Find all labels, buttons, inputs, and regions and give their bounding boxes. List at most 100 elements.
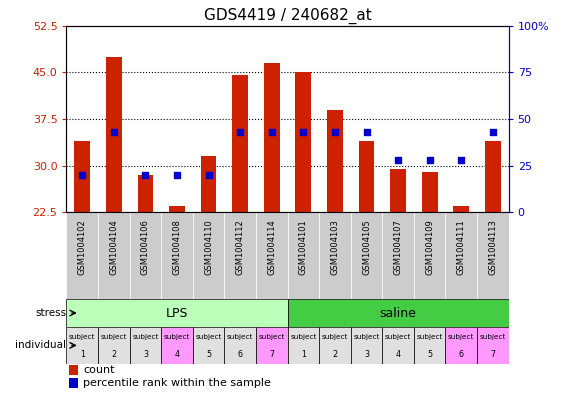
Text: 7: 7 [490,350,495,359]
Bar [232,75,248,212]
Text: subject: subject [195,334,222,340]
Text: saline: saline [380,307,417,320]
Text: stress: stress [35,308,66,318]
Bar [69,378,79,388]
Text: subject: subject [101,334,127,340]
Text: LPS: LPS [166,307,188,320]
Point [109,129,118,135]
Text: subject: subject [258,334,285,340]
FancyBboxPatch shape [351,212,382,299]
Text: GSM1004111: GSM1004111 [457,219,466,275]
FancyBboxPatch shape [287,299,509,327]
Point [488,129,498,135]
Text: GSM1004112: GSM1004112 [236,219,244,275]
Text: GSM1004114: GSM1004114 [267,219,276,275]
Bar [453,206,469,212]
Point [172,172,181,178]
Text: subject: subject [448,334,475,340]
Text: subject: subject [227,334,253,340]
FancyBboxPatch shape [98,212,129,299]
Point [267,129,276,135]
FancyBboxPatch shape [66,212,98,299]
FancyBboxPatch shape [193,212,224,299]
Text: 4: 4 [175,350,180,359]
Text: 3: 3 [143,350,148,359]
Bar [358,141,375,212]
Bar [422,172,438,212]
Text: 1: 1 [80,350,85,359]
Text: 5: 5 [206,350,211,359]
Text: subject: subject [132,334,158,340]
FancyBboxPatch shape [446,327,477,364]
FancyBboxPatch shape [161,327,193,364]
FancyBboxPatch shape [382,327,414,364]
Text: percentile rank within the sample: percentile rank within the sample [83,378,271,388]
Text: count: count [83,365,115,375]
Text: individual: individual [16,340,66,351]
Text: subject: subject [290,334,317,340]
Text: subject: subject [353,334,380,340]
Text: GSM1004104: GSM1004104 [109,219,118,275]
Bar [106,57,122,212]
Text: GSM1004102: GSM1004102 [78,219,87,275]
Bar [264,63,280,212]
Text: subject: subject [480,334,506,340]
Text: 7: 7 [269,350,275,359]
FancyBboxPatch shape [66,327,98,364]
Text: 1: 1 [301,350,306,359]
FancyBboxPatch shape [129,212,161,299]
FancyBboxPatch shape [256,327,287,364]
Point [77,172,87,178]
Text: GSM1004110: GSM1004110 [204,219,213,275]
FancyBboxPatch shape [319,212,351,299]
FancyBboxPatch shape [477,327,509,364]
FancyBboxPatch shape [414,212,446,299]
FancyBboxPatch shape [287,327,319,364]
Text: 3: 3 [364,350,369,359]
FancyBboxPatch shape [224,327,256,364]
Point [141,172,150,178]
FancyBboxPatch shape [382,212,414,299]
FancyBboxPatch shape [256,212,287,299]
Text: GSM1004107: GSM1004107 [394,219,403,275]
Point [425,157,434,163]
Point [362,129,371,135]
Text: 6: 6 [459,350,464,359]
FancyBboxPatch shape [98,327,129,364]
Point [394,157,403,163]
Text: 5: 5 [427,350,432,359]
Text: 4: 4 [395,350,401,359]
FancyBboxPatch shape [414,327,446,364]
Bar [295,72,311,212]
FancyBboxPatch shape [66,299,287,327]
Text: GSM1004109: GSM1004109 [425,219,434,275]
FancyBboxPatch shape [224,212,256,299]
Text: GSM1004101: GSM1004101 [299,219,308,275]
Point [236,129,245,135]
FancyBboxPatch shape [161,212,193,299]
Text: 6: 6 [238,350,243,359]
Bar [169,206,185,212]
Text: 2: 2 [112,350,116,359]
Title: GDS4419 / 240682_at: GDS4419 / 240682_at [203,8,372,24]
Point [457,157,466,163]
Bar [69,365,79,375]
Bar [485,141,501,212]
Bar [138,175,153,212]
Point [299,129,308,135]
Bar [390,169,406,212]
Text: subject: subject [417,334,443,340]
Point [330,129,339,135]
FancyBboxPatch shape [351,327,382,364]
FancyBboxPatch shape [129,327,161,364]
FancyBboxPatch shape [446,212,477,299]
FancyBboxPatch shape [287,212,319,299]
Bar [75,141,90,212]
Text: GSM1004108: GSM1004108 [172,219,181,275]
Bar [327,110,343,212]
FancyBboxPatch shape [477,212,509,299]
Text: GSM1004106: GSM1004106 [141,219,150,275]
FancyBboxPatch shape [319,327,351,364]
Text: subject: subject [322,334,348,340]
Text: subject: subject [69,334,95,340]
